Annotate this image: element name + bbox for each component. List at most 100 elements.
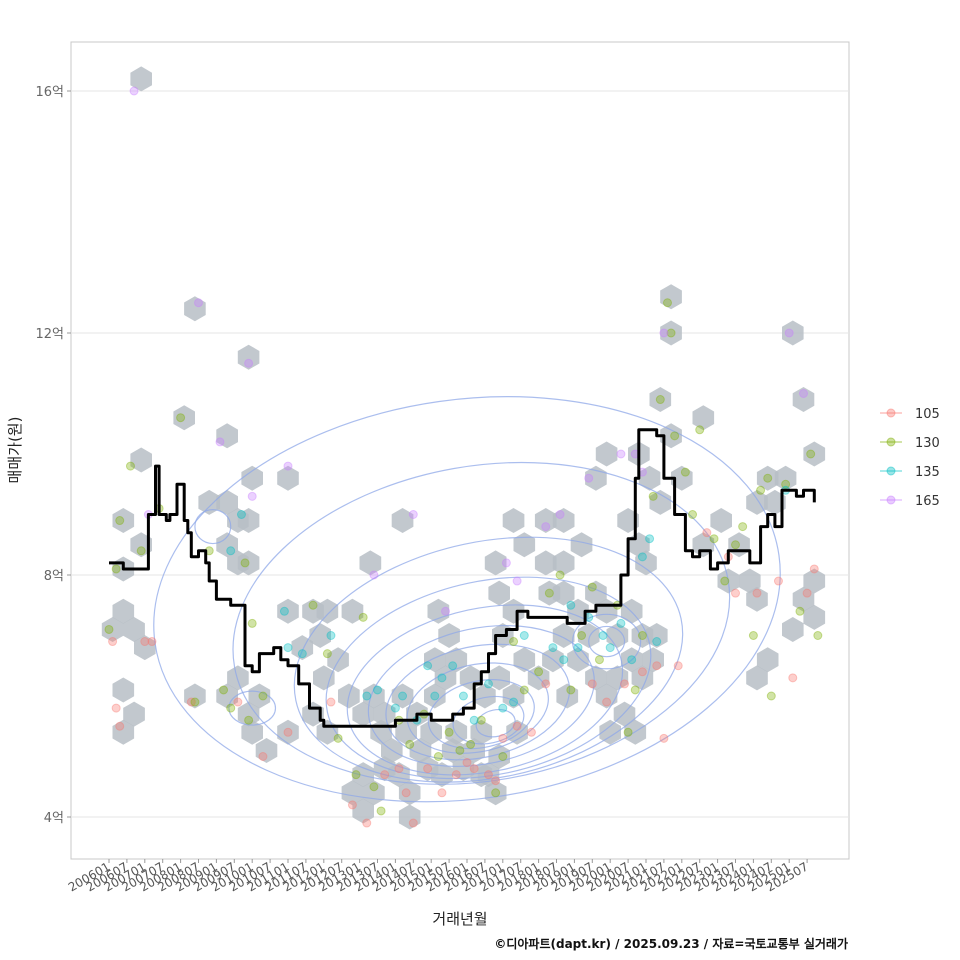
point-105: [283, 727, 293, 737]
hexbin-cell: [595, 441, 618, 467]
point-105: [637, 667, 647, 677]
point-130: [566, 685, 576, 695]
hexbin-cell: [552, 550, 575, 576]
hexbin-cell: [373, 701, 396, 727]
point-105: [394, 764, 404, 774]
hexbin-cell: [585, 580, 607, 606]
point-130: [226, 703, 236, 713]
hexbin-cell: [567, 598, 589, 624]
point-135: [469, 715, 479, 725]
point-135: [448, 661, 458, 671]
point-105: [483, 770, 493, 780]
point-165: [584, 473, 594, 483]
hexbin-layer: [101, 66, 826, 830]
point-130: [376, 806, 386, 816]
legend-label-105: 105: [915, 407, 940, 422]
point-105: [512, 721, 522, 731]
hexbin-cell: [216, 423, 238, 449]
density-contour: [406, 662, 549, 754]
hexbin-cell: [599, 719, 621, 745]
hexbin-cell: [184, 296, 206, 322]
point-165: [555, 510, 565, 519]
hexbin-cell: [237, 344, 260, 370]
hexbin-cell: [782, 617, 804, 642]
point-130: [444, 727, 454, 737]
hexbin-cell: [660, 320, 682, 346]
point-130: [680, 467, 690, 477]
hexbin-cell: [391, 683, 414, 709]
hexbin-cell: [595, 683, 618, 709]
legend-key-point: [886, 408, 896, 418]
point-135: [373, 685, 382, 695]
point-135: [390, 703, 400, 713]
point-105: [423, 764, 433, 774]
hexbin-cell: [552, 623, 575, 648]
density-contour: [325, 576, 652, 780]
hexbin-cell: [649, 489, 672, 515]
point-165: [244, 358, 254, 368]
hexbin-cell: [237, 550, 260, 576]
point-105: [541, 679, 551, 689]
hexbin-cell: [552, 508, 575, 533]
hexbin-cell: [671, 465, 693, 491]
hexbin-cell: [660, 423, 682, 449]
hexbin-cell: [130, 447, 152, 473]
point-130: [405, 739, 415, 749]
legend-key-point: [886, 495, 896, 505]
point-105: [752, 588, 762, 598]
point-165: [616, 449, 626, 459]
hexbin-cell: [134, 635, 156, 661]
density-contour: [346, 604, 624, 776]
point-105: [437, 788, 447, 798]
point-135: [326, 631, 336, 640]
hexbin-cell: [513, 532, 536, 558]
point-135: [398, 691, 408, 701]
point-130: [258, 691, 268, 701]
point-130: [738, 522, 748, 532]
hexbin-cell: [130, 66, 152, 92]
point-135: [362, 691, 372, 701]
point-165: [659, 328, 669, 338]
point-130: [433, 752, 443, 761]
point-165: [799, 389, 809, 398]
hexbin-cell: [123, 617, 145, 642]
hexbin-cell: [606, 623, 629, 648]
point-165: [784, 328, 794, 338]
legend-label-135: 135: [915, 465, 940, 480]
point-130: [240, 558, 250, 568]
hexbin-cell: [746, 665, 768, 691]
density-contours: [153, 396, 781, 803]
point-130: [594, 655, 604, 665]
point-130: [587, 582, 597, 592]
point-130: [756, 485, 766, 495]
point-105: [498, 733, 508, 743]
point-165: [512, 576, 522, 586]
hexbin-cell: [692, 405, 715, 431]
x-axis-title: 거래년월: [432, 910, 487, 928]
y-tick-label: 8억: [44, 569, 64, 584]
hexbin-cell: [534, 550, 557, 576]
hexbin-cell: [803, 568, 826, 594]
hexbin-cell: [198, 489, 221, 515]
point-135: [627, 655, 637, 665]
trend-line: [109, 428, 816, 728]
point-135: [637, 552, 647, 562]
point-165: [408, 510, 418, 519]
hexbin-cell: [556, 683, 579, 709]
point-105: [115, 721, 125, 731]
point-165: [369, 570, 379, 580]
hexbin-cell: [577, 623, 600, 648]
hexbin-cell: [638, 465, 661, 491]
hexbin-cell: [792, 586, 815, 612]
hexbin-cell: [484, 780, 507, 806]
point-165: [129, 86, 139, 96]
hexbin-cell: [237, 508, 260, 533]
legend: 105 130 135 165: [880, 407, 940, 509]
point-105: [111, 703, 121, 713]
density-contour: [588, 625, 626, 658]
point-130: [731, 540, 740, 550]
hexbin-cell: [764, 489, 786, 515]
point-130: [476, 715, 486, 725]
hexbin-cell: [130, 532, 152, 558]
hexbin-cell: [710, 508, 732, 533]
